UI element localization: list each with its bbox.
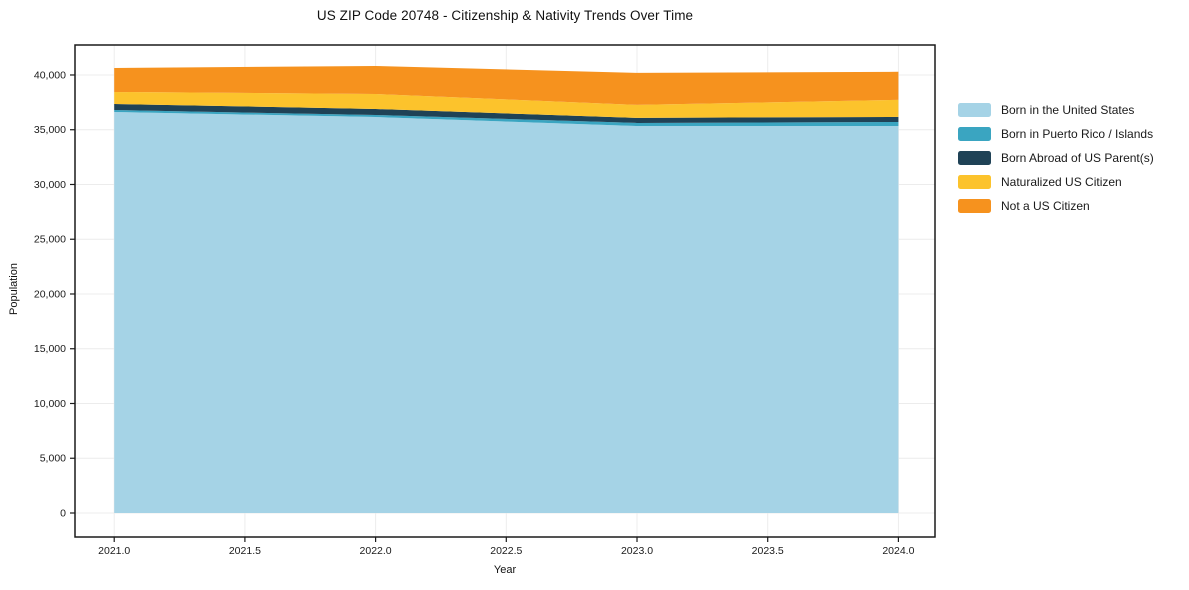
y-tick-label: 30,000: [34, 179, 66, 191]
legend-item: Born in the United States: [958, 98, 1154, 122]
legend-item: Born Abroad of US Parent(s): [958, 146, 1154, 170]
legend-item: Naturalized US Citizen: [958, 170, 1154, 194]
y-tick-label: 15,000: [34, 343, 66, 355]
legend-label: Born in Puerto Rico / Islands: [1001, 127, 1154, 141]
legend-label: Born in the United States: [1001, 103, 1135, 117]
legend-swatch: [958, 175, 991, 189]
plot-border: [74, 44, 936, 538]
legend-swatch: [958, 151, 991, 165]
y-tick-label: 25,000: [34, 234, 66, 246]
x-tick-label: 2021.0: [98, 545, 130, 557]
area-born-in-the-united-states: [114, 111, 899, 514]
y-axis-label: Population: [8, 263, 20, 315]
x-tick-label: 2022.0: [360, 545, 392, 557]
area-not-a-us-citizen: [114, 65, 899, 105]
chart-title: US ZIP Code 20748 - Citizenship & Nativi…: [316, 8, 694, 23]
x-tick-label: 2024.0: [882, 545, 914, 557]
x-axis-label: Year: [493, 564, 517, 576]
y-tick-label: 35,000: [34, 124, 66, 136]
y-tick-label: 20,000: [34, 288, 66, 300]
legend-swatch: [958, 199, 991, 213]
y-tick-label: 0: [60, 507, 66, 519]
x-tick-label: 2023.5: [752, 545, 784, 557]
legend-swatch: [958, 103, 991, 117]
legend-label: Born Abroad of US Parent(s): [1001, 151, 1154, 165]
legend-item: Not a US Citizen: [958, 194, 1154, 218]
y-tick-label: 5,000: [40, 453, 66, 465]
stacked-areas: [114, 65, 899, 514]
legend-label: Not a US Citizen: [1001, 199, 1090, 213]
legend: Born in the United States Born in Puerto …: [958, 98, 1154, 218]
y-tick-label: 40,000: [34, 69, 66, 81]
legend-swatch: [958, 127, 991, 141]
x-tick-label: 2021.5: [229, 545, 261, 557]
y-tick-label: 10,000: [34, 398, 66, 410]
axis-ticks: [70, 74, 900, 542]
area-born-in-puerto-rico-islands: [114, 110, 899, 127]
x-tick-label: 2022.5: [490, 545, 522, 557]
legend-item: Born in Puerto Rico / Islands: [958, 122, 1154, 146]
legend-label: Naturalized US Citizen: [1001, 175, 1122, 189]
x-tick-label: 2023.0: [621, 545, 653, 557]
area-naturalized-us-citizen: [114, 91, 899, 118]
area-born-abroad-of-us-parent-s: [114, 104, 899, 123]
tick-labels: 0 5,000 10,000 15,000 20,000 25,000 30,000 35,0…: [34, 69, 915, 557]
